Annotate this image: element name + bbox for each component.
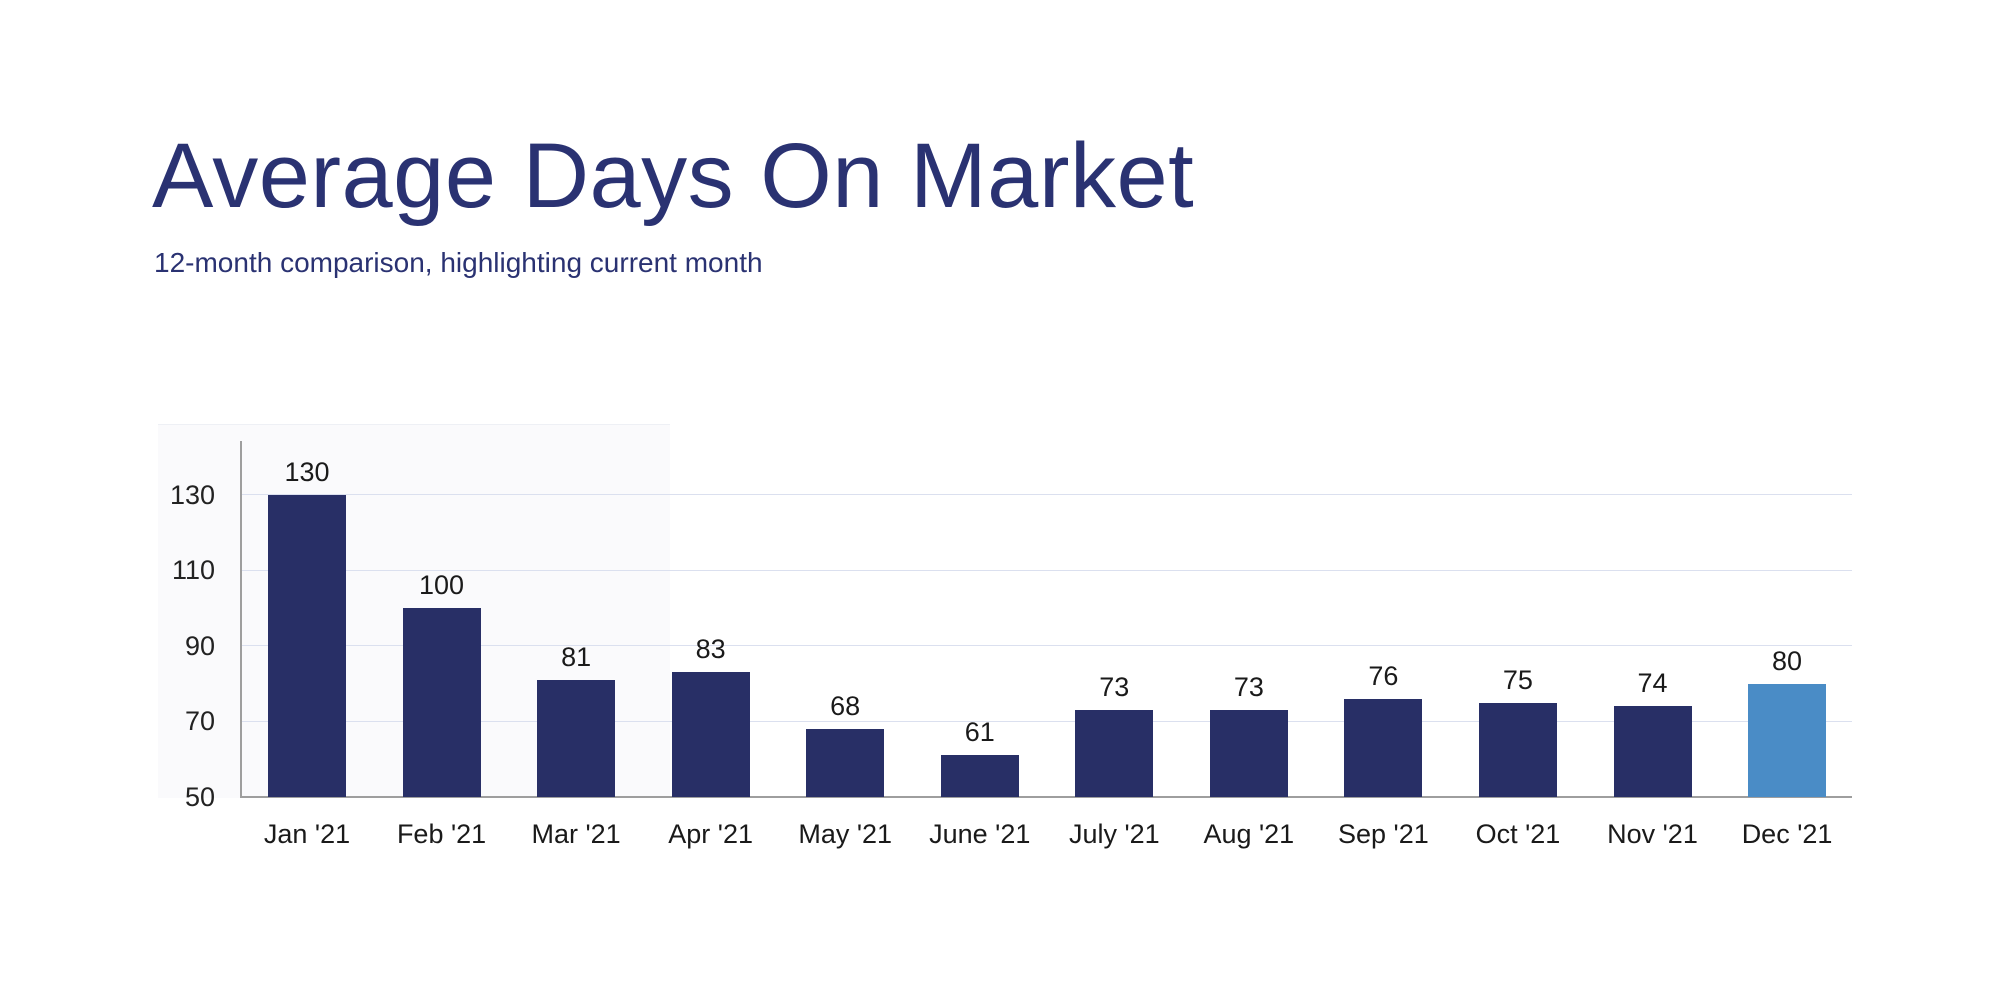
bar bbox=[402, 608, 481, 797]
bar-value-label: 81 bbox=[561, 641, 592, 672]
x-axis-label: Apr '21 bbox=[668, 819, 753, 849]
bar-value-label: 75 bbox=[1502, 664, 1533, 695]
y-axis-tick-label: 110 bbox=[171, 555, 215, 586]
bar-value-label: 80 bbox=[1772, 645, 1803, 676]
x-axis-label: Dec '21 bbox=[1741, 819, 1833, 849]
bar bbox=[940, 755, 1019, 797]
bar bbox=[1209, 710, 1288, 797]
bar bbox=[1075, 710, 1154, 797]
x-axis-label: Oct '21 bbox=[1475, 819, 1561, 849]
x-axis-label: Sep '21 bbox=[1338, 819, 1429, 849]
bar-value-label: 73 bbox=[1233, 672, 1264, 703]
bar-value-label: 61 bbox=[964, 717, 995, 748]
bar-value-label: 76 bbox=[1368, 660, 1399, 691]
bar-value-label: 74 bbox=[1637, 668, 1668, 699]
bar-value-label: 100 bbox=[419, 570, 465, 600]
gridline bbox=[241, 494, 1852, 496]
bar bbox=[537, 679, 616, 797]
x-axis-label: July '21 bbox=[1068, 819, 1160, 849]
bar bbox=[1613, 706, 1692, 797]
x-axis-line bbox=[241, 796, 1852, 798]
y-axis-tick-label: 50 bbox=[184, 782, 215, 812]
gridline bbox=[241, 720, 1852, 722]
x-axis-label: Feb '21 bbox=[396, 819, 487, 849]
bar bbox=[806, 728, 885, 797]
bar bbox=[1478, 702, 1557, 797]
bar-value-label: 73 bbox=[1099, 672, 1130, 703]
x-axis-label: Jan '21 bbox=[263, 819, 351, 849]
x-axis-label: May '21 bbox=[798, 819, 893, 849]
y-axis-line bbox=[240, 441, 242, 798]
bar bbox=[268, 494, 346, 797]
bar-value-label: 68 bbox=[830, 690, 861, 721]
bar-value-label: 130 bbox=[284, 456, 330, 487]
y-axis-tick-label: 130 bbox=[169, 479, 215, 510]
bar-value-label: 83 bbox=[695, 634, 726, 665]
x-axis-label: June '21 bbox=[929, 819, 1031, 849]
bar bbox=[671, 672, 750, 797]
x-axis-label: Nov '21 bbox=[1607, 819, 1698, 849]
page-title: Average Days On Market bbox=[152, 125, 1195, 227]
y-axis-tick-label: 70 bbox=[184, 706, 215, 737]
page-subtitle: 12-month comparison, highlighting curren… bbox=[154, 247, 763, 278]
x-axis-label: Aug '21 bbox=[1203, 819, 1295, 849]
gridline bbox=[241, 645, 1852, 647]
bar bbox=[1344, 698, 1423, 797]
gridline bbox=[241, 569, 1852, 571]
x-axis-label: Mar '21 bbox=[531, 819, 621, 849]
bar-current-month bbox=[1748, 683, 1827, 797]
y-axis-tick-label: 90 bbox=[184, 630, 215, 661]
